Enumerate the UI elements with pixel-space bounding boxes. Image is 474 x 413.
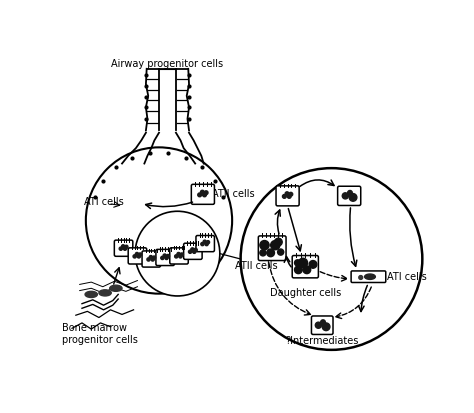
Circle shape <box>166 254 170 258</box>
Circle shape <box>161 256 164 259</box>
Circle shape <box>177 252 180 256</box>
Circle shape <box>133 255 137 258</box>
Circle shape <box>138 253 142 256</box>
Text: ATI cells: ATI cells <box>83 197 123 207</box>
FancyBboxPatch shape <box>183 243 202 259</box>
Circle shape <box>125 245 128 249</box>
Circle shape <box>315 322 321 328</box>
Ellipse shape <box>365 274 375 280</box>
Circle shape <box>180 253 183 256</box>
Circle shape <box>191 248 194 251</box>
Circle shape <box>203 240 206 243</box>
Circle shape <box>278 249 284 255</box>
Circle shape <box>303 266 310 274</box>
FancyBboxPatch shape <box>128 248 146 264</box>
Circle shape <box>206 241 210 244</box>
Circle shape <box>347 190 352 195</box>
Text: Daughter cells: Daughter cells <box>270 288 341 298</box>
Circle shape <box>135 211 220 296</box>
Circle shape <box>165 256 168 259</box>
Circle shape <box>260 250 266 256</box>
Circle shape <box>147 258 150 261</box>
Circle shape <box>198 193 201 197</box>
Text: Bone marrow
progenitor cells: Bone marrow progenitor cells <box>62 323 138 344</box>
FancyBboxPatch shape <box>258 236 286 261</box>
FancyBboxPatch shape <box>170 248 188 264</box>
FancyBboxPatch shape <box>276 186 299 206</box>
FancyBboxPatch shape <box>156 249 174 266</box>
Circle shape <box>151 258 155 261</box>
Text: ATII cells: ATII cells <box>236 261 278 271</box>
Circle shape <box>86 147 232 294</box>
Circle shape <box>194 248 197 252</box>
FancyBboxPatch shape <box>191 184 214 204</box>
Circle shape <box>136 252 138 256</box>
Circle shape <box>289 192 293 196</box>
Circle shape <box>241 168 422 350</box>
Circle shape <box>298 258 308 268</box>
Circle shape <box>287 195 291 198</box>
Circle shape <box>260 240 269 250</box>
Circle shape <box>349 194 357 201</box>
Circle shape <box>153 256 155 259</box>
FancyBboxPatch shape <box>142 251 161 267</box>
Circle shape <box>174 255 178 258</box>
Text: Airway progenitor cells: Airway progenitor cells <box>111 59 224 69</box>
FancyBboxPatch shape <box>292 256 319 278</box>
Circle shape <box>202 193 206 197</box>
Circle shape <box>137 255 140 258</box>
FancyBboxPatch shape <box>337 186 361 206</box>
Circle shape <box>119 247 122 250</box>
Circle shape <box>189 250 191 254</box>
Circle shape <box>321 320 325 325</box>
Circle shape <box>201 242 204 246</box>
Text: ?Intermediates: ?Intermediates <box>285 336 359 346</box>
FancyBboxPatch shape <box>196 235 214 252</box>
Circle shape <box>283 195 286 198</box>
Ellipse shape <box>99 290 111 296</box>
Text: ATI cells: ATI cells <box>387 272 427 282</box>
Circle shape <box>271 240 280 250</box>
Circle shape <box>359 275 363 280</box>
Circle shape <box>192 250 196 254</box>
Ellipse shape <box>109 285 122 291</box>
Circle shape <box>285 192 289 196</box>
Circle shape <box>267 249 274 257</box>
Circle shape <box>121 245 125 248</box>
Circle shape <box>123 247 127 250</box>
FancyBboxPatch shape <box>351 271 386 282</box>
Circle shape <box>342 193 348 199</box>
Circle shape <box>274 238 282 246</box>
Circle shape <box>294 260 301 266</box>
Circle shape <box>309 261 317 268</box>
Circle shape <box>204 191 208 195</box>
Circle shape <box>294 266 302 274</box>
FancyBboxPatch shape <box>311 316 333 335</box>
Circle shape <box>163 254 166 257</box>
Circle shape <box>149 256 153 259</box>
Circle shape <box>205 242 208 246</box>
Ellipse shape <box>85 291 97 297</box>
FancyBboxPatch shape <box>114 240 133 256</box>
Circle shape <box>179 255 182 258</box>
Circle shape <box>201 190 204 194</box>
Circle shape <box>322 323 330 331</box>
Text: ATII cells: ATII cells <box>212 189 255 199</box>
